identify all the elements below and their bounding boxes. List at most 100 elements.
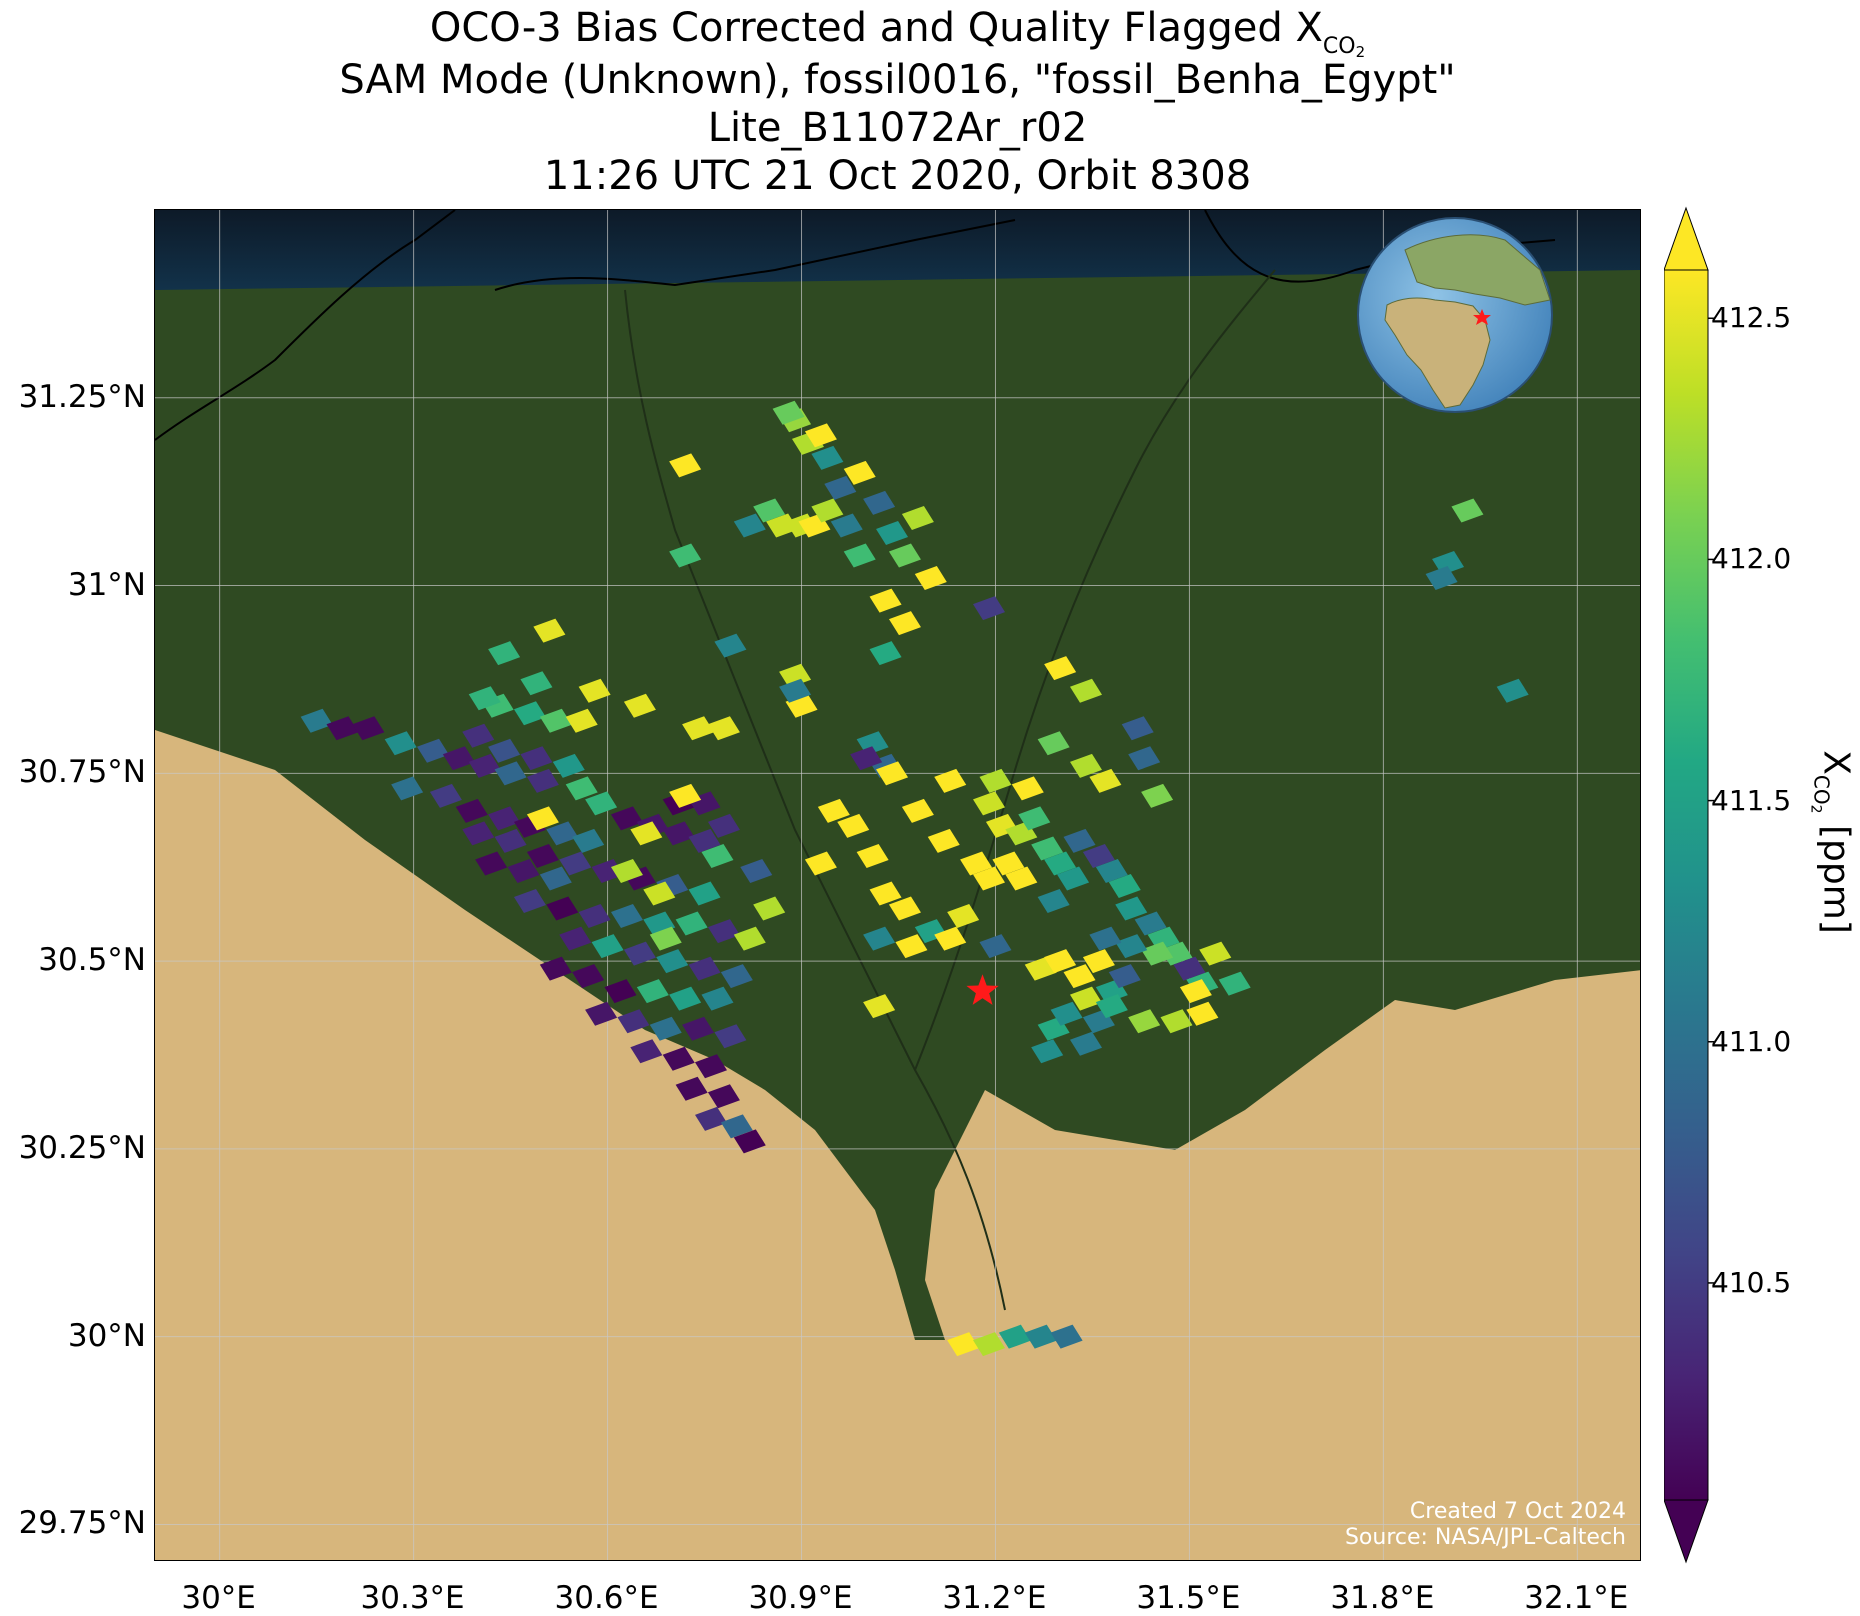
sounding-footprint: [1011, 776, 1044, 801]
sounding-footprint: [417, 738, 450, 763]
sounding-footprint: [1451, 498, 1484, 523]
colorbar-label-subscript-2: 2: [1807, 804, 1824, 814]
sounding-footprint: [572, 964, 605, 989]
sounding-footprint: [688, 828, 721, 853]
sounding-footprint: [1089, 768, 1122, 793]
sounding-footprint: [507, 858, 540, 883]
sounding-footprint: [526, 806, 559, 831]
sounding-footprint: [1050, 1001, 1083, 1026]
sounding-footprint: [649, 926, 682, 951]
sounding-footprint: [513, 701, 546, 726]
sounding-footprint: [513, 889, 546, 914]
sounding-footprint: [753, 896, 786, 921]
sounding-footprint: [869, 588, 902, 613]
sounding-footprint: [1005, 866, 1038, 891]
sounding-footprint: [526, 843, 559, 868]
sounding-footprint: [585, 791, 618, 816]
sounding-footprint: [695, 1106, 728, 1131]
title-main-text: OCO-3 Bias Corrected and Quality Flagged…: [429, 5, 1323, 51]
sounding-footprint: [701, 986, 734, 1011]
sounding-footprint: [714, 633, 747, 658]
sounding-footprint: [1069, 678, 1102, 703]
sounding-footprint: [585, 1001, 618, 1026]
sounding-footprint: [352, 716, 385, 741]
sounding-footprint: [740, 858, 773, 883]
sounding-footprint: [1108, 964, 1141, 989]
sounding-footprint: [488, 738, 521, 763]
sounding-footprint: [804, 423, 837, 448]
sounding-footprint: [630, 821, 663, 846]
sounding-footprint: [733, 513, 766, 538]
sounding-footprint: [934, 926, 967, 951]
sounding-footprint: [914, 566, 947, 591]
delta-vegetation: [155, 270, 1640, 1340]
sounding-footprint: [843, 460, 876, 485]
sounding-footprint: [682, 716, 715, 741]
sounding-footprint: [1089, 926, 1122, 951]
sounding-footprint: [520, 746, 553, 771]
sounding-footprint: [617, 1009, 650, 1034]
chart-title-line-1: OCO-3 Bias Corrected and Quality Flagged…: [154, 5, 1641, 61]
sounding-footprint: [662, 1046, 695, 1071]
sounding-footprint: [565, 776, 598, 801]
colorbar-tick-label: 410.5: [1711, 1265, 1792, 1299]
sounding-footprint: [1018, 806, 1051, 831]
map-canvas[interactable]: Created 7 Oct 2024 Source: NASA/JPL-Calt…: [155, 210, 1641, 1561]
sounding-footprint: [656, 949, 689, 974]
sounding-footprint: [391, 776, 424, 801]
lon-tick-label: 31.2°E: [942, 1580, 1047, 1616]
sounding-footprint: [591, 858, 624, 883]
sounding-footprint: [610, 806, 643, 831]
sounding-footprint: [494, 828, 527, 853]
sounding-footprint: [1186, 1001, 1219, 1026]
sounding-footprint: [856, 843, 889, 868]
sounding-footprint: [869, 881, 902, 906]
sounding-footprint: [546, 821, 579, 846]
sounding-footprint: [973, 866, 1006, 891]
sounding-footprint: [1069, 986, 1102, 1011]
map-panel[interactable]: Created 7 Oct 2024 Source: NASA/JPL-Calt…: [154, 209, 1641, 1561]
sounding-footprint: [1108, 874, 1141, 898]
sounding-footprint: [1050, 1324, 1083, 1349]
inset-globe: [1357, 217, 1553, 413]
sounding-footprint: [300, 708, 333, 733]
chart-title-line-2: SAM Mode (Unknown), fossil0016, "fossil_…: [339, 57, 1456, 103]
sounding-footprint: [973, 791, 1006, 816]
sounding-footprint: [688, 956, 721, 981]
sounding-footprint: [992, 851, 1025, 876]
sounding-footprint: [1218, 971, 1251, 996]
nile-branch-damietta: [914, 269, 1276, 1071]
sounding-footprint: [488, 806, 521, 831]
sounding-footprint: [488, 641, 521, 666]
sounding-footprint: [707, 1084, 740, 1109]
sounding-footprint: [863, 490, 896, 515]
sounding-footprint: [610, 858, 643, 883]
lon-tick-label: 30°E: [181, 1580, 256, 1616]
sounding-footprint: [804, 851, 837, 876]
sounding-footprint: [863, 994, 896, 1019]
lat-tick-label: 31°N: [67, 566, 146, 603]
sounding-footprint: [546, 896, 579, 921]
sounding-footprint: [850, 746, 883, 771]
sounding-footprint: [578, 904, 611, 929]
colorbar-label: XCO2 [ppm]: [1808, 750, 1857, 934]
sounding-footprint: [779, 663, 812, 688]
sounding-footprint: [1128, 1009, 1161, 1034]
lat-tick-label: 29.75°N: [18, 1505, 146, 1542]
credit-line-1: Created 7 Oct 2024: [1410, 1499, 1626, 1524]
sounding-footprint: [526, 768, 559, 793]
sounding-footprint: [630, 1039, 663, 1064]
sounding-footprint: [1037, 731, 1070, 756]
sounding-footprint: [559, 926, 592, 951]
sounding-footprint: [669, 783, 702, 808]
sounding-footprint: [927, 828, 960, 853]
sounding-footprint: [591, 934, 624, 959]
coast-line: [155, 210, 1556, 441]
sounding-footprint: [455, 798, 488, 823]
sounding-footprint: [947, 1332, 980, 1357]
lon-tick-label: 32.1°E: [1524, 1580, 1629, 1616]
sounding-footprint: [1044, 656, 1077, 681]
sounding-footprint: [578, 678, 611, 703]
colorbar-label-main: X: [1815, 750, 1857, 775]
sounding-footprint: [384, 731, 417, 756]
